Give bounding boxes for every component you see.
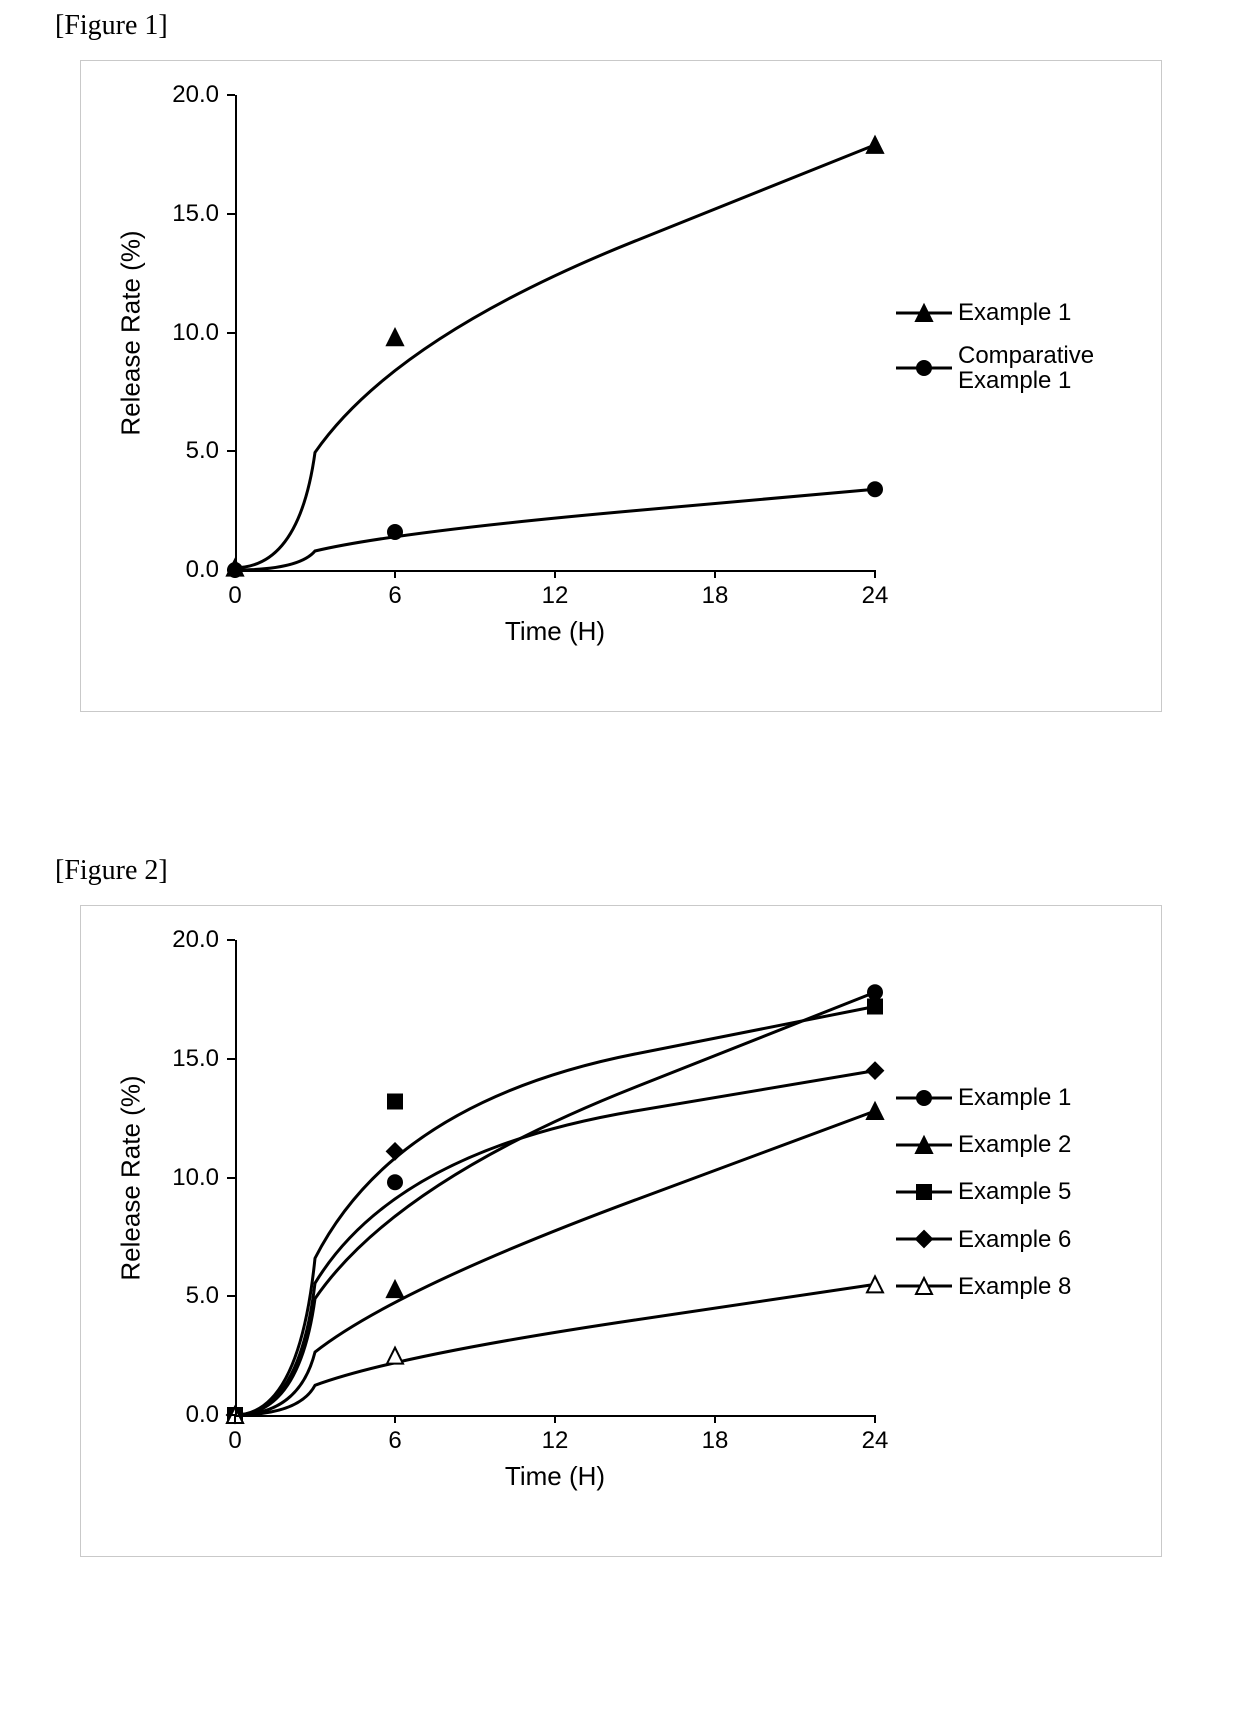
legend-label: Example 1 bbox=[958, 1085, 1071, 1110]
y-tick bbox=[227, 1295, 235, 1297]
x-tick-label: 6 bbox=[388, 1427, 401, 1455]
x-tick bbox=[554, 1415, 556, 1423]
x-tick-label: 0 bbox=[228, 582, 241, 610]
y-tick-label: 15.0 bbox=[159, 200, 219, 228]
legend-swatch bbox=[896, 302, 952, 324]
y-axis-title: Release Rate (%) bbox=[116, 1075, 147, 1280]
legend-swatch bbox=[896, 1275, 952, 1297]
x-tick bbox=[234, 570, 236, 578]
y-axis-title: Release Rate (%) bbox=[116, 230, 147, 435]
figure1-caption: [Figure 1] bbox=[55, 10, 168, 42]
x-tick-label: 18 bbox=[702, 582, 729, 610]
legend-swatch bbox=[896, 1088, 952, 1108]
y-axis bbox=[235, 95, 237, 570]
x-tick-label: 12 bbox=[542, 582, 569, 610]
y-tick-label: 0.0 bbox=[159, 556, 219, 584]
x-tick-label: 6 bbox=[388, 582, 401, 610]
x-axis-title: Time (H) bbox=[505, 1461, 605, 1492]
y-tick bbox=[227, 1058, 235, 1060]
legend-swatch bbox=[896, 1182, 952, 1202]
x-tick-label: 18 bbox=[702, 1427, 729, 1455]
y-tick-label: 5.0 bbox=[159, 1282, 219, 1310]
legend-entry: Example 2 bbox=[896, 1132, 1071, 1157]
y-tick bbox=[227, 450, 235, 452]
y-tick bbox=[227, 1177, 235, 1179]
legend-label: Example 6 bbox=[958, 1227, 1071, 1252]
figure2-legend: Example 1 Example 2 Example 5 Example 6 Exam… bbox=[896, 1085, 1071, 1321]
x-tick bbox=[394, 570, 396, 578]
legend-label: Example 1 bbox=[958, 300, 1071, 325]
legend-label: Example 8 bbox=[958, 1274, 1071, 1299]
x-tick bbox=[554, 570, 556, 578]
y-tick bbox=[227, 94, 235, 96]
legend-entry: Example 5 bbox=[896, 1179, 1071, 1204]
y-tick bbox=[227, 1414, 235, 1416]
x-tick bbox=[714, 1415, 716, 1423]
y-tick-label: 10.0 bbox=[159, 319, 219, 347]
y-axis bbox=[235, 940, 237, 1415]
x-tick bbox=[714, 570, 716, 578]
legend-entry: Comparative Example 1 bbox=[896, 343, 1094, 393]
y-tick bbox=[227, 332, 235, 334]
x-tick-label: 24 bbox=[862, 582, 889, 610]
y-tick bbox=[227, 213, 235, 215]
legend-swatch bbox=[896, 358, 952, 378]
y-tick-label: 0.0 bbox=[159, 1401, 219, 1429]
legend-label: Example 2 bbox=[958, 1132, 1071, 1157]
figure1-legend: Example 1 Comparative Example 1 bbox=[896, 300, 1094, 412]
x-tick-label: 0 bbox=[228, 1427, 241, 1455]
legend-entry: Example 8 bbox=[896, 1274, 1071, 1299]
y-tick-label: 20.0 bbox=[159, 926, 219, 954]
y-tick-label: 20.0 bbox=[159, 81, 219, 109]
y-tick bbox=[227, 939, 235, 941]
legend-entry: Example 1 bbox=[896, 1085, 1071, 1110]
legend-entry: Example 6 bbox=[896, 1227, 1071, 1252]
x-tick bbox=[234, 1415, 236, 1423]
legend-swatch bbox=[896, 1134, 952, 1156]
x-tick bbox=[394, 1415, 396, 1423]
y-tick-label: 15.0 bbox=[159, 1045, 219, 1073]
x-tick-label: 24 bbox=[862, 1427, 889, 1455]
x-axis-title: Time (H) bbox=[505, 616, 605, 647]
legend-label: Comparative Example 1 bbox=[958, 343, 1094, 393]
legend-label: Example 5 bbox=[958, 1179, 1071, 1204]
y-tick-label: 10.0 bbox=[159, 1164, 219, 1192]
legend-swatch bbox=[896, 1228, 952, 1250]
x-tick-label: 12 bbox=[542, 1427, 569, 1455]
y-tick bbox=[227, 569, 235, 571]
legend-entry: Example 1 bbox=[896, 300, 1094, 325]
x-tick bbox=[874, 1415, 876, 1423]
x-tick bbox=[874, 570, 876, 578]
y-tick-label: 5.0 bbox=[159, 437, 219, 465]
figure2-caption: [Figure 2] bbox=[55, 855, 168, 887]
